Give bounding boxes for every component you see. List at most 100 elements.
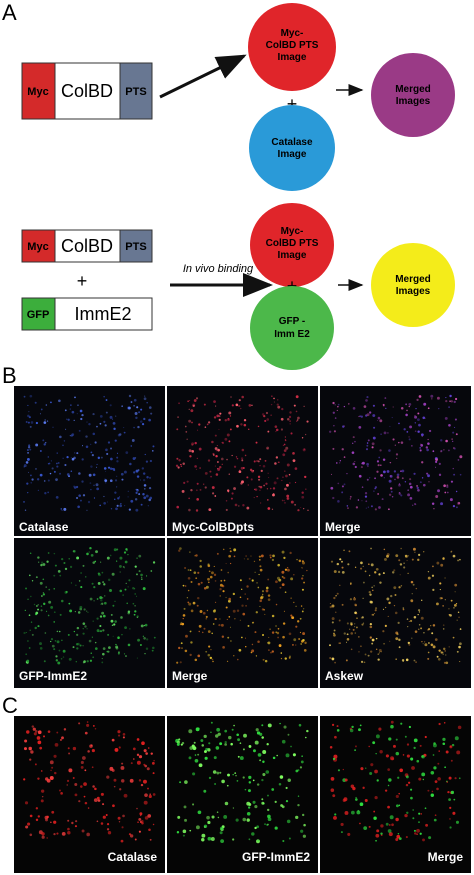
dot: [267, 430, 270, 433]
dot: [248, 803, 252, 806]
dot: [73, 550, 76, 553]
dot: [85, 576, 87, 578]
dot: [39, 642, 42, 646]
dot: [381, 474, 383, 477]
dot: [455, 490, 458, 493]
dot: [219, 831, 223, 835]
dot: [436, 602, 439, 606]
dot: [459, 642, 462, 646]
dot: [152, 445, 155, 448]
dot: [261, 798, 264, 801]
dot: [411, 558, 414, 561]
dot: [197, 753, 200, 756]
dot: [370, 547, 372, 550]
dot: [302, 639, 305, 642]
dot: [379, 750, 383, 754]
dot: [389, 475, 392, 478]
dot: [90, 451, 93, 454]
dot: [445, 439, 448, 443]
dot: [276, 754, 278, 757]
dot: [358, 474, 362, 478]
caption: Merge: [428, 850, 464, 864]
dot: [63, 440, 66, 442]
dot: [189, 455, 192, 458]
dot: [281, 407, 284, 411]
dot: [280, 804, 283, 807]
dot: [405, 403, 408, 406]
dot: [217, 448, 220, 452]
dot: [204, 426, 207, 428]
dot: [227, 418, 230, 421]
dot: [283, 610, 285, 612]
dot: [260, 554, 264, 558]
dot: [302, 575, 304, 577]
dot: [90, 488, 92, 491]
dot: [236, 457, 239, 460]
dot: [352, 436, 355, 439]
dot: [458, 777, 461, 780]
dot: [292, 459, 296, 463]
dot: [105, 482, 107, 484]
dot: [446, 485, 449, 489]
dot: [214, 601, 217, 603]
dot: [300, 760, 304, 764]
dot: [455, 602, 458, 605]
dot: [196, 457, 199, 460]
dot: [400, 585, 403, 587]
dot: [284, 657, 287, 660]
dot: [426, 448, 429, 452]
dot: [86, 421, 88, 423]
dot: [354, 440, 356, 443]
dot: [140, 573, 143, 577]
dot: [105, 399, 108, 401]
dot: [389, 640, 391, 642]
dot: [198, 763, 203, 768]
dot: [69, 434, 72, 437]
dot: [240, 423, 243, 426]
dot: [105, 448, 108, 452]
dot: [337, 500, 340, 503]
dot: [91, 636, 93, 638]
dot: [260, 595, 264, 599]
dot: [365, 414, 368, 417]
dot: [63, 728, 67, 731]
dot: [116, 504, 119, 507]
dot: [368, 745, 370, 748]
dot: [231, 404, 234, 407]
dot: [380, 824, 384, 828]
dot: [99, 504, 101, 507]
dot: [398, 792, 400, 795]
dot: [189, 630, 192, 633]
dot: [274, 826, 278, 830]
dot: [146, 638, 149, 641]
dot: [378, 506, 381, 509]
dot: [285, 799, 289, 803]
dot: [203, 627, 206, 630]
dot: [336, 409, 338, 411]
dot: [398, 441, 400, 444]
dot: [224, 801, 229, 806]
dot: [101, 611, 105, 615]
dot: [374, 609, 377, 612]
dot: [41, 835, 45, 839]
dot: [54, 564, 57, 567]
dot: [95, 550, 98, 554]
dot: [70, 457, 72, 459]
dot: [232, 609, 236, 613]
dot: [355, 626, 358, 629]
dot: [213, 454, 215, 456]
dot: [246, 818, 250, 822]
dot: [180, 465, 183, 468]
dot: [62, 457, 64, 459]
dot: [301, 610, 304, 613]
dot: [76, 413, 78, 415]
dot: [80, 417, 83, 421]
dot: [136, 760, 141, 765]
dot: [135, 469, 139, 473]
construct: GFP ImmE2: [21, 297, 153, 331]
dot: [107, 441, 111, 444]
dot: [406, 811, 409, 814]
construct-part: PTS: [125, 241, 146, 253]
dot: [443, 449, 445, 451]
dot: [292, 753, 296, 757]
